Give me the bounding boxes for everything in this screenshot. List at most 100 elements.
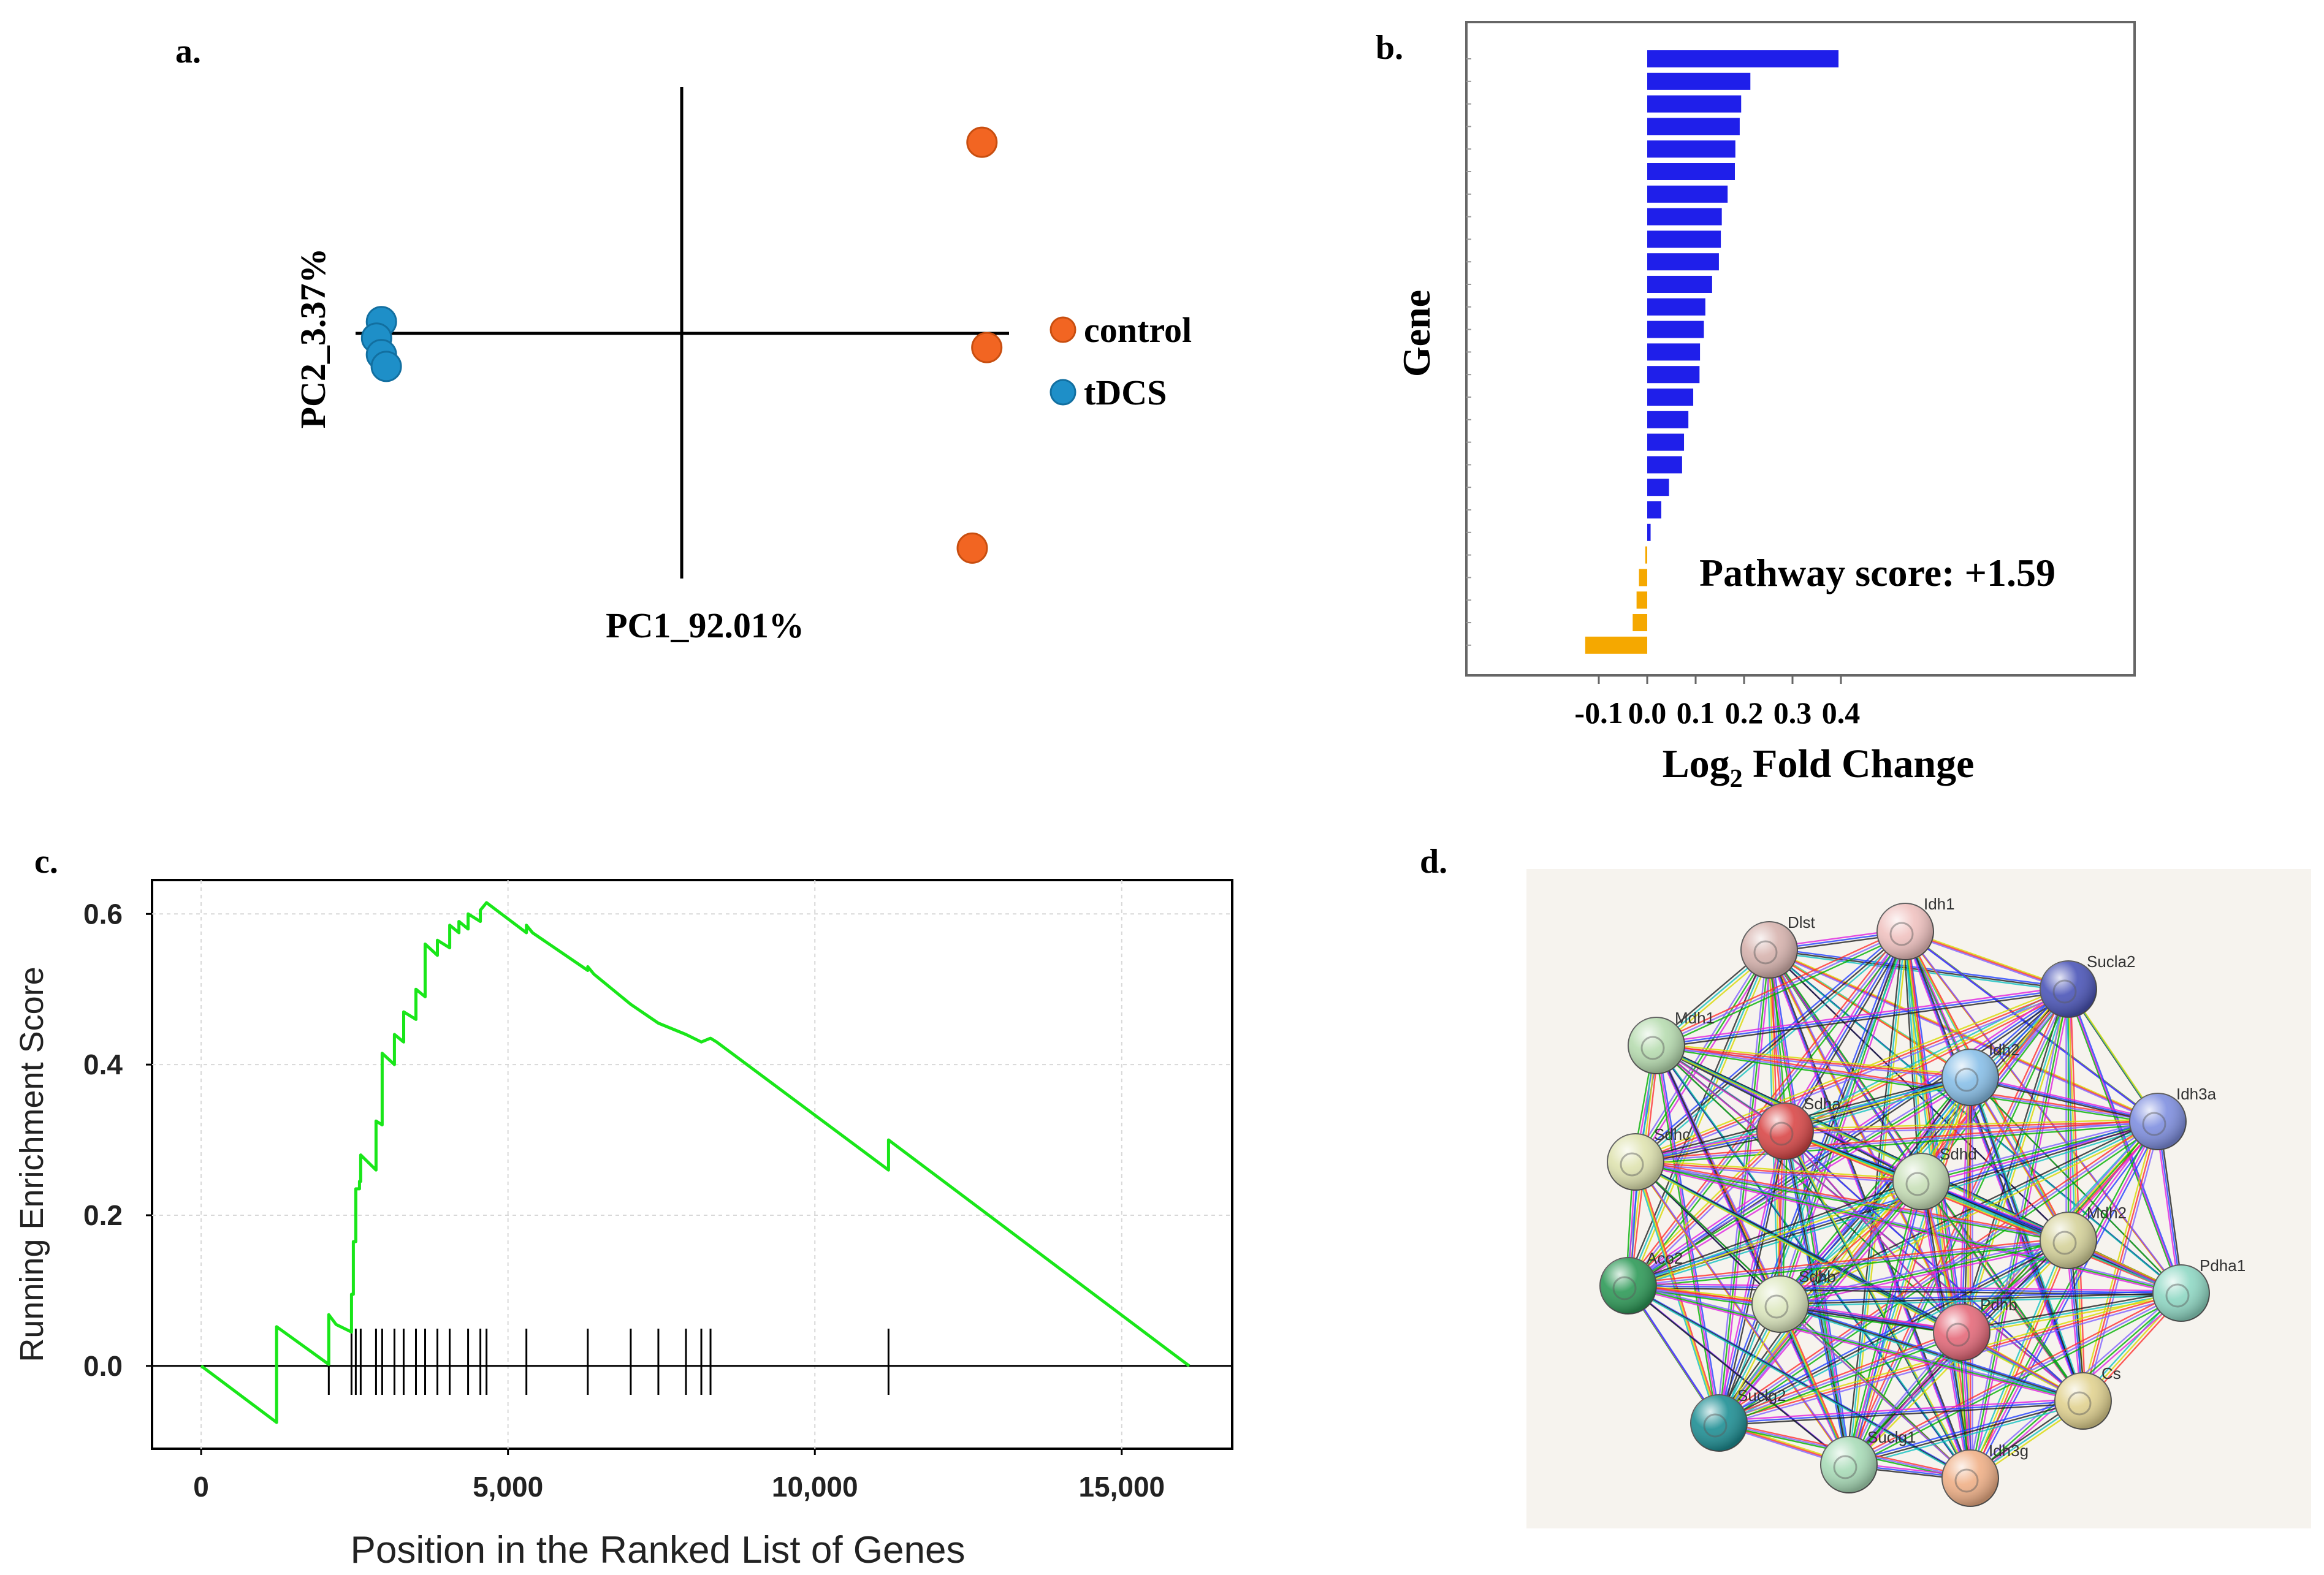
network-edge-357 bbox=[1630, 1242, 2071, 1289]
network-edge-345 bbox=[1720, 1183, 1924, 1426]
bar-x-tick-label-4: 0.2 bbox=[1725, 696, 1764, 730]
network-edge-442 bbox=[1716, 1398, 2081, 1422]
network-edge-374 bbox=[1969, 1240, 2070, 1479]
network-edge-299 bbox=[1635, 1161, 2069, 1242]
network-node-label-cs: Cs bbox=[2101, 1364, 2121, 1383]
network-edge-56 bbox=[1656, 930, 1906, 1047]
gsea-x-tick-label-3: 10,000 bbox=[772, 1471, 858, 1503]
network-edge-358 bbox=[1778, 1237, 2067, 1303]
network-edge-375 bbox=[1972, 1242, 2071, 1481]
network-edge-102 bbox=[1658, 990, 2071, 1049]
network-node-shine-suclg1 bbox=[1821, 1436, 1877, 1493]
bar-gene-4 bbox=[1647, 118, 1740, 135]
panel-c-enrichment-plot: c. 0.0 0.2 0.4 0.6 0 5,000 10,000 15,000 Runni… bbox=[13, 843, 1233, 1571]
network-edge-445 bbox=[1846, 1398, 2081, 1463]
network-edge-369 bbox=[1720, 1242, 2071, 1426]
network-edge-332 bbox=[1628, 1180, 1922, 1287]
network-edge-21 bbox=[1637, 951, 1772, 1165]
network-edge-204 bbox=[1972, 1079, 2184, 1296]
network-edge-260 bbox=[1969, 1121, 2159, 1479]
network-edge-303 bbox=[1637, 1163, 2184, 1296]
network-edge-296 bbox=[1635, 1161, 1922, 1183]
network-edge-191 bbox=[1785, 1076, 1971, 1133]
bar-gene-18 bbox=[1647, 433, 1685, 451]
network-edge-214 bbox=[1967, 1075, 2082, 1399]
legend-tdcs-marker bbox=[1050, 379, 1076, 406]
network-edge-255 bbox=[1720, 1123, 2161, 1426]
bar-gene-26 bbox=[1633, 614, 1647, 631]
bar-gene-13 bbox=[1647, 321, 1704, 338]
bar-gene-6 bbox=[1647, 163, 1735, 180]
bar-gene-12 bbox=[1647, 298, 1705, 316]
network-edge-435 bbox=[1721, 1334, 1964, 1426]
network-node-label-mdh1: Mdh1 bbox=[1675, 1009, 1715, 1027]
network-edge-403 bbox=[1626, 1283, 2081, 1400]
gsea-hit-markers bbox=[327, 1329, 890, 1395]
network-edge-411 bbox=[1629, 1287, 1852, 1468]
network-node-shine-sdhd bbox=[1893, 1153, 1949, 1210]
bar-gene-27 bbox=[1585, 636, 1647, 654]
network-edge-334 bbox=[1777, 1178, 1920, 1303]
panel-a-pca-plot: a. PC1_92.01% PC2_3.37% control tDCS bbox=[175, 32, 1192, 645]
network-edge-298 bbox=[1633, 1159, 2067, 1239]
network-edge-446 bbox=[1848, 1400, 2084, 1466]
bar-plot-frame bbox=[1465, 21, 2136, 677]
network-node-shine-mdh1 bbox=[1628, 1017, 1685, 1074]
network-edge-68 bbox=[1635, 931, 1906, 1163]
network-node-shine-cs bbox=[2055, 1373, 2111, 1429]
bar-x-tick-label-1: -0.1 bbox=[1574, 696, 1623, 730]
bar-gene-2 bbox=[1647, 72, 1751, 90]
bar-gene-25 bbox=[1636, 591, 1647, 609]
network-edge-414 bbox=[1629, 1287, 1973, 1481]
bar-gene-15 bbox=[1647, 366, 1700, 384]
network-edge-242 bbox=[1628, 1120, 2158, 1287]
network-node-shine-mdh2 bbox=[2040, 1212, 2097, 1269]
network-node-label-pdha1: Pdha1 bbox=[2200, 1256, 2246, 1275]
network-edge-66 bbox=[1786, 933, 1908, 1134]
gsea-x-tick-label-4: 15,000 bbox=[1078, 1471, 1165, 1503]
panel-b-bar-chart: b. -0.1 0.0 0.1 0.2 0.3 0.4 Pathway score: +1… bbox=[1376, 21, 2136, 793]
network-edge-412 bbox=[1625, 1283, 1969, 1477]
network-edge-295 bbox=[1633, 1159, 1919, 1180]
network-edge-205 bbox=[1625, 1074, 1969, 1285]
network-edge-227 bbox=[1785, 1120, 2158, 1133]
network-edge-84 bbox=[1781, 933, 1908, 1307]
network-node-structure-icon-aco2 bbox=[1612, 1276, 1637, 1300]
gsea-grid bbox=[152, 880, 1232, 1449]
network-edge-218 bbox=[1718, 1077, 1971, 1424]
network-node-structure-icon-sdhc bbox=[1620, 1152, 1644, 1177]
network-edge-243 bbox=[1630, 1123, 2160, 1289]
network-edge-376 bbox=[1626, 1283, 2179, 1292]
network-node-shine-idh3a bbox=[2130, 1093, 2186, 1150]
gsea-y-ticks: 0.0 0.2 0.4 0.6 bbox=[83, 898, 152, 1382]
network-edge-275 bbox=[1628, 1131, 1786, 1286]
bar-y-axis-label: Gene bbox=[1395, 290, 1438, 377]
bar-x-axis-label-main: Log bbox=[1663, 742, 1730, 786]
pca-point-control-1 bbox=[966, 126, 998, 158]
pca-x-axis-label: PC1_92.01% bbox=[606, 605, 804, 645]
bar-gene-19 bbox=[1647, 456, 1682, 474]
bar-gene-7 bbox=[1647, 185, 1728, 203]
network-edge-31 bbox=[1625, 947, 1768, 1284]
network-node-structure-icon-dlst bbox=[1753, 940, 1778, 965]
network-edge-110 bbox=[1785, 988, 2069, 1133]
bar-gene-23 bbox=[1645, 546, 1647, 564]
network-node-structure-icon-suclg2 bbox=[1703, 1413, 1728, 1438]
network-edge-367 bbox=[1716, 1237, 2067, 1422]
network-edge-228 bbox=[1787, 1123, 2160, 1134]
network-node-shine-sdhb bbox=[1752, 1276, 1808, 1332]
network-node-label-sdhd: Sdhd bbox=[1940, 1145, 1977, 1163]
panel-c-label: c. bbox=[34, 843, 58, 881]
network-edge-192 bbox=[1787, 1079, 1973, 1134]
network-edge-405 bbox=[1630, 1287, 2086, 1404]
network-node-structure-icon-sdhb bbox=[1764, 1294, 1789, 1319]
network-edge-379 bbox=[1778, 1290, 2179, 1303]
bar-gene-22 bbox=[1647, 523, 1651, 541]
bar-gene-1 bbox=[1647, 50, 1839, 67]
bar-y-ticks bbox=[1466, 58, 1471, 646]
network-node-label-mdh2: Mdh2 bbox=[2087, 1204, 2127, 1222]
network-edge-343 bbox=[1716, 1178, 1920, 1422]
network-edge-333 bbox=[1630, 1183, 1924, 1289]
network-edge-278 bbox=[1779, 1131, 1786, 1305]
